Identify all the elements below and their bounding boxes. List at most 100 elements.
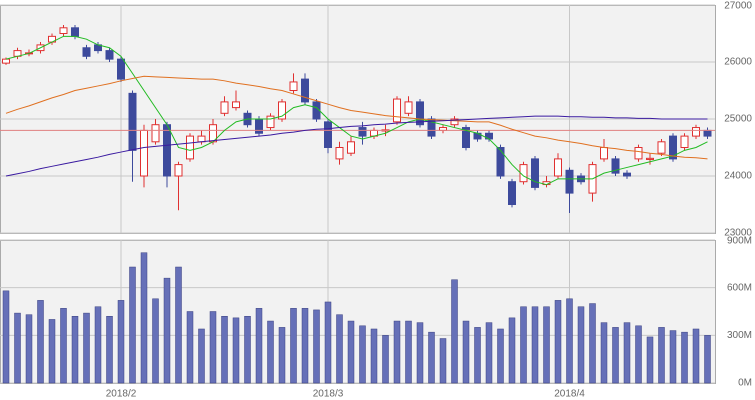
candle-body	[703, 129, 712, 137]
moving-average	[5, 115, 708, 177]
volume-bar	[106, 316, 113, 384]
volume-bar	[681, 331, 688, 384]
volume-bar	[508, 317, 516, 384]
y-tick-label: 300M	[727, 330, 752, 341]
volume-bar	[405, 320, 412, 384]
moving-average	[5, 75, 708, 160]
volume-bar	[635, 325, 642, 384]
y-tick-label: 26000	[724, 57, 752, 68]
volume-bar	[117, 300, 125, 384]
candle-body	[634, 147, 643, 160]
x-tick-label: 2018/2	[106, 389, 137, 400]
volume-bar	[209, 311, 217, 384]
volume-bar	[232, 317, 240, 384]
volume-bar	[313, 309, 320, 384]
volume-bar	[646, 336, 654, 384]
volume-bar	[393, 320, 401, 384]
y-tick-label: 24000	[724, 171, 752, 182]
candle-body	[128, 92, 137, 151]
y-tick-label: 25000	[724, 114, 752, 125]
volume-bar	[577, 306, 585, 384]
volume-bar	[301, 308, 309, 384]
candle-body	[404, 101, 413, 114]
volume-bar	[25, 314, 33, 384]
volume-bar	[290, 308, 297, 384]
volume-bar	[336, 314, 343, 384]
volume-bar	[14, 312, 21, 384]
candle-body	[163, 124, 171, 177]
volume-bar	[531, 306, 539, 384]
y-tick-label: 27000	[724, 1, 752, 12]
candle-body	[117, 58, 125, 80]
volume-bar	[278, 327, 286, 384]
volume-bar	[244, 316, 251, 384]
candle-body	[393, 98, 401, 123]
candle-body	[565, 169, 574, 194]
candle-body	[692, 127, 700, 137]
candle-body	[450, 118, 459, 126]
candle-body	[657, 141, 666, 154]
y-tick-label: 0M	[738, 378, 752, 389]
volume-bar	[692, 328, 700, 384]
volume-bar	[175, 266, 182, 384]
x-tick-label: 2018/4	[554, 389, 585, 400]
volume-bar	[83, 312, 90, 384]
candle-body	[358, 127, 367, 137]
volume-bar	[658, 327, 665, 384]
candle-body	[680, 135, 689, 149]
candle-body	[646, 157, 654, 160]
volume-bar	[704, 335, 711, 384]
candle-body	[105, 50, 114, 60]
candle-body	[140, 129, 148, 177]
volume-bar	[163, 277, 171, 384]
candle-body	[554, 158, 562, 177]
candle-body	[508, 181, 516, 205]
volume-bar	[600, 322, 608, 384]
candle-body	[59, 27, 68, 34]
candle-body	[220, 101, 229, 114]
volume-bar	[623, 322, 631, 384]
candle-body	[416, 101, 424, 126]
candle-body	[255, 118, 263, 134]
candle-body	[289, 81, 298, 91]
volume-bar	[71, 316, 79, 384]
candle-body	[324, 121, 332, 148]
volume-bar	[589, 303, 596, 384]
volume-bar	[94, 306, 102, 384]
volume-bar	[221, 316, 228, 384]
candle-body	[151, 124, 160, 143]
volume-bar	[428, 331, 435, 384]
volume-bar	[60, 308, 67, 384]
candle-body	[301, 78, 309, 103]
y-tick-label: 23000	[724, 228, 752, 239]
volume-bar	[198, 328, 205, 384]
volume-bar	[520, 306, 527, 384]
volume-bar	[669, 330, 677, 384]
volume-bar	[48, 319, 56, 384]
volume-bar	[186, 311, 194, 384]
candle-body	[174, 164, 183, 177]
volume-bar	[566, 298, 573, 384]
candle-body	[347, 141, 355, 154]
volume-bar	[485, 322, 493, 384]
volume-bar	[37, 300, 44, 384]
candle-body	[611, 158, 620, 174]
volume-bar	[543, 306, 550, 384]
volume-bar	[152, 298, 159, 384]
volume-bar	[612, 327, 619, 384]
candle-body	[335, 147, 344, 160]
y-tick-label: 600M	[727, 282, 752, 293]
volume-bar	[255, 308, 263, 384]
candle-body	[496, 147, 505, 177]
candle-body	[186, 135, 194, 160]
volume-bar	[451, 279, 458, 384]
candle-body	[82, 47, 91, 57]
y-tick-label: 900M	[727, 236, 752, 247]
x-tick-label: 2018/3	[313, 389, 344, 400]
moving-average	[5, 35, 708, 186]
volume-bar	[497, 328, 504, 384]
candle-body	[669, 135, 677, 160]
volume-bar	[370, 328, 378, 384]
candle-body	[531, 158, 539, 188]
